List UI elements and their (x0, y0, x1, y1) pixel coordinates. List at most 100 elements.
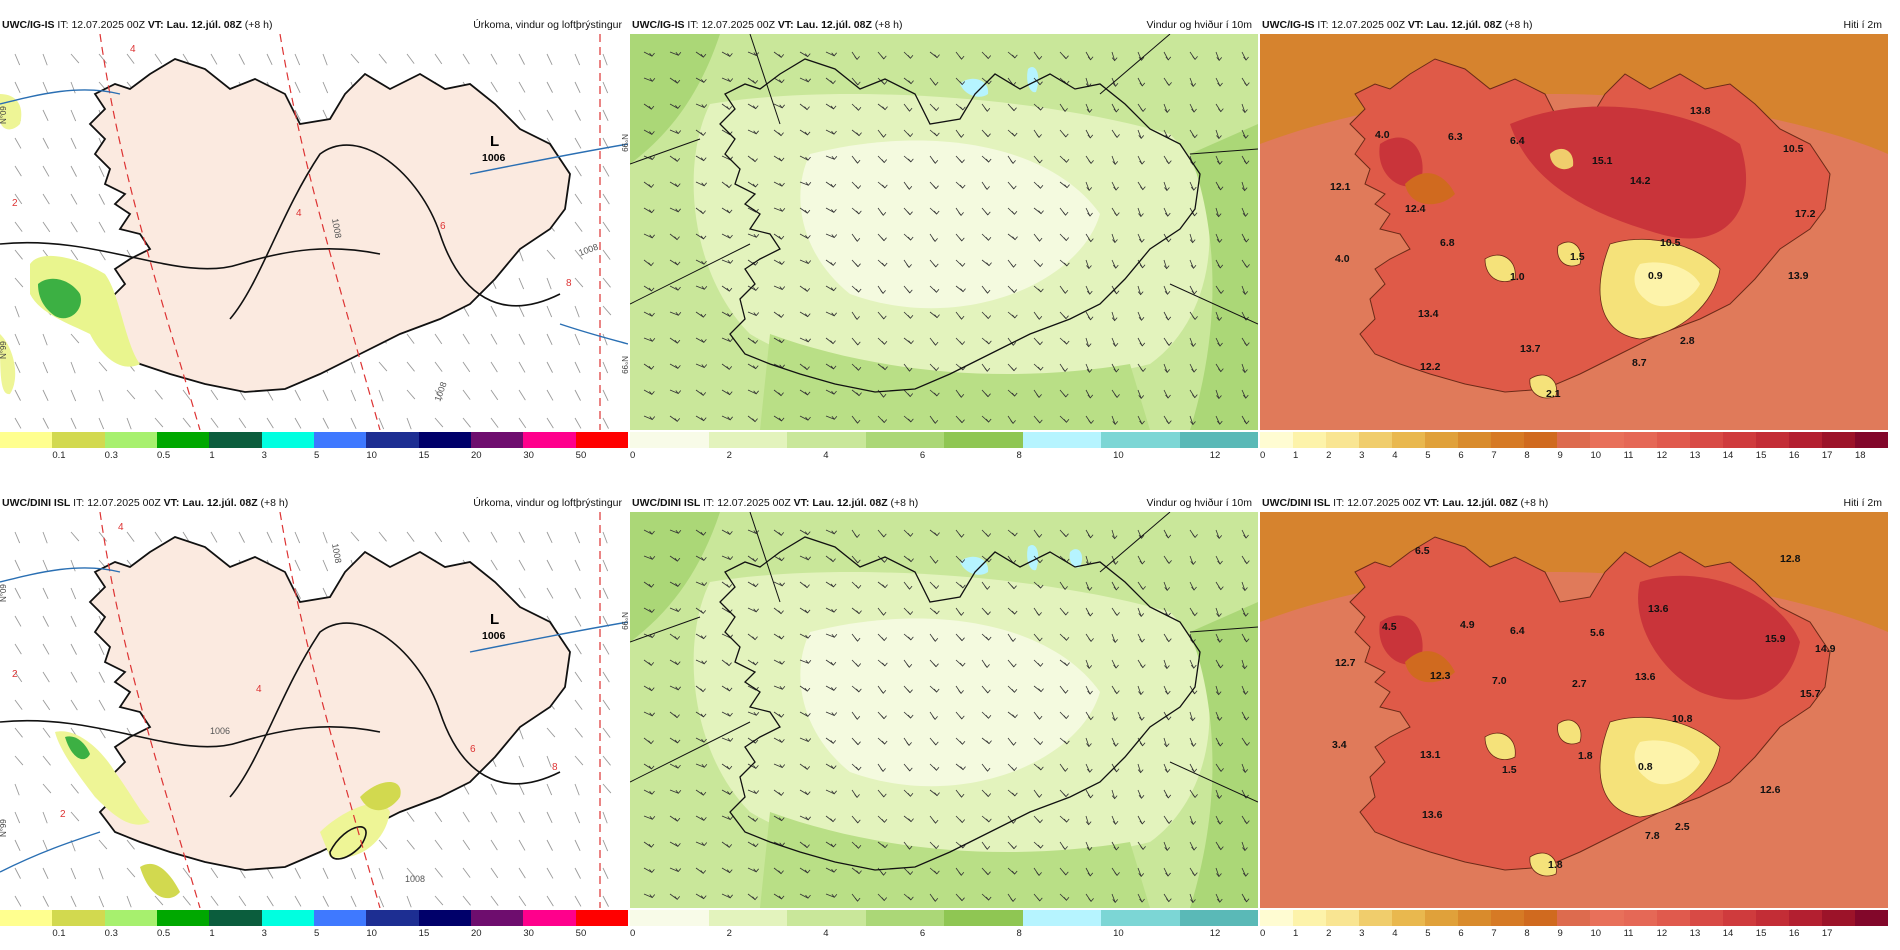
wind-barb (434, 895, 444, 906)
wind-arrow-head (934, 132, 940, 137)
model-name: UWC/IG-IS (2, 19, 55, 31)
colorbar-swatch (1260, 910, 1294, 926)
wind-arrow-head (1216, 717, 1223, 721)
wind-arrow-head (1113, 664, 1119, 669)
wind-arrow-head (805, 416, 811, 421)
wind-arrow-head (1011, 585, 1017, 590)
iceland-outline (719, 58, 1201, 393)
temp-value-label: 7.0 (1492, 675, 1507, 687)
temp-value-label: 2.1 (1546, 388, 1561, 400)
wind-map[interactable] (630, 512, 1258, 908)
wind-arrow (721, 633, 731, 639)
wind-arrow-head (1011, 870, 1018, 875)
wind-barb (406, 895, 412, 908)
it-time: 12.07.2025 00Z (717, 497, 791, 509)
wind-arrow-head (778, 792, 785, 796)
wind-barb (518, 109, 526, 121)
wind-arrow-head (881, 262, 888, 267)
wind-map[interactable] (630, 34, 1258, 430)
wind-arrow-head (649, 869, 655, 873)
wind-arrow-head (1086, 109, 1093, 113)
wind-arrow (747, 389, 757, 395)
colorbar-tick-label: 15 (1755, 450, 1767, 461)
wind-field (760, 812, 1150, 908)
wind-arrow-head (1165, 534, 1172, 539)
wind-barb (546, 559, 553, 571)
wind-barb (70, 249, 79, 261)
wind-arrow-head (1036, 715, 1043, 720)
wind-arrow-head (1215, 691, 1222, 696)
wind-arrow-head (1038, 688, 1044, 693)
wind-arrow-head (805, 556, 811, 561)
colorbar-swatch (630, 432, 709, 448)
wind-arrow-head (934, 870, 940, 875)
wind-arrow-head (1113, 586, 1120, 591)
wind-barb (42, 587, 49, 600)
wind-arrow-head (727, 791, 733, 795)
temp-map[interactable]: 13.8 4.0 6.3 6.4 15.1 10.5 12.1 14.2 12.4 17.2 6.8… (1260, 34, 1888, 430)
wind-barb (294, 81, 301, 94)
wind-arrow-head (675, 105, 681, 109)
colorbar-tick-label: 17 (1821, 928, 1833, 939)
wind-arrow-head (933, 107, 940, 112)
wind-arrow-head (1062, 871, 1069, 876)
wind-arrow-head (1244, 264, 1250, 269)
wind-arrow-head (727, 531, 733, 535)
colorbar-swatch (313, 910, 367, 926)
wind-barb (490, 81, 498, 93)
wind-arrow (1215, 685, 1220, 695)
wind-arrow (643, 529, 653, 535)
wind-arrow (669, 763, 679, 769)
axis-label: N°09 (0, 106, 8, 124)
wind-barb (322, 81, 329, 94)
wind-arrow-head (778, 817, 785, 822)
wind-barb (350, 389, 357, 402)
wind-arrow (825, 311, 835, 317)
colorbar-swatch (470, 910, 524, 926)
grid-line (630, 243, 751, 305)
wind-arrow (773, 181, 783, 187)
wind-barb (602, 249, 611, 260)
precip-map[interactable]: L 1006 1008 1008 1008 2 4 6 8 2 4 N°09 N… (0, 34, 628, 430)
wind-arrow-head (1011, 289, 1018, 294)
wind-barb (518, 81, 526, 93)
wind-barb (518, 417, 527, 429)
wind-arrow-head (701, 286, 708, 290)
colorbar-tick-label: 3 (1359, 928, 1365, 939)
wind-arrow-head (1036, 897, 1043, 902)
wind-arrow-head (934, 792, 940, 797)
wind-arrow (721, 233, 731, 239)
precip-map[interactable]: L 1006 1008 1006 1008 2 4 6 8 2 4 N°09 N… (0, 512, 628, 908)
wind-arrow (1137, 207, 1142, 217)
wind-arrow-head (701, 339, 707, 343)
wind-arrow-head (1063, 55, 1069, 60)
wind-arrow-head (958, 212, 964, 217)
wind-arrow-head (856, 392, 862, 397)
wind-arrow-head (675, 843, 681, 847)
colorbar-swatch (366, 432, 419, 448)
wind-arrow (669, 77, 678, 84)
wind-arrow-head (1138, 691, 1144, 696)
wind-arrow-head (1242, 291, 1249, 296)
isobar-label: 1008 (330, 543, 343, 564)
wind-arrow-head (1138, 716, 1145, 721)
wind-arrow (721, 737, 731, 742)
wind-arrow-head (1037, 819, 1043, 824)
wind-arrow-head (779, 739, 785, 743)
wind-arrow (643, 685, 652, 691)
wind-arrow (669, 685, 679, 691)
wind-arrow-head (854, 534, 860, 539)
panel-header: UWC/DINI ISL IT: 12.07.2025 00Z VT: Lau.… (1262, 495, 1886, 511)
wind-barb (462, 389, 471, 400)
wind-arrow (747, 789, 757, 794)
colorbar-swatch (1022, 910, 1101, 926)
wind-arrow-head (1011, 845, 1017, 850)
vt-label: VT: (1423, 497, 1440, 509)
wind-arrow-head (880, 689, 887, 694)
temp-map[interactable]: 6.5 12.8 4.5 4.9 6.4 5.6 13.6 15.9 14.9 12.7 12.3 7… (1260, 512, 1888, 908)
wind-arrow (669, 311, 679, 316)
wind-arrow-head (1217, 186, 1224, 191)
wind-arrow-head (674, 739, 681, 744)
wind-arrow (773, 633, 782, 640)
colorbar-swatch (52, 432, 105, 448)
